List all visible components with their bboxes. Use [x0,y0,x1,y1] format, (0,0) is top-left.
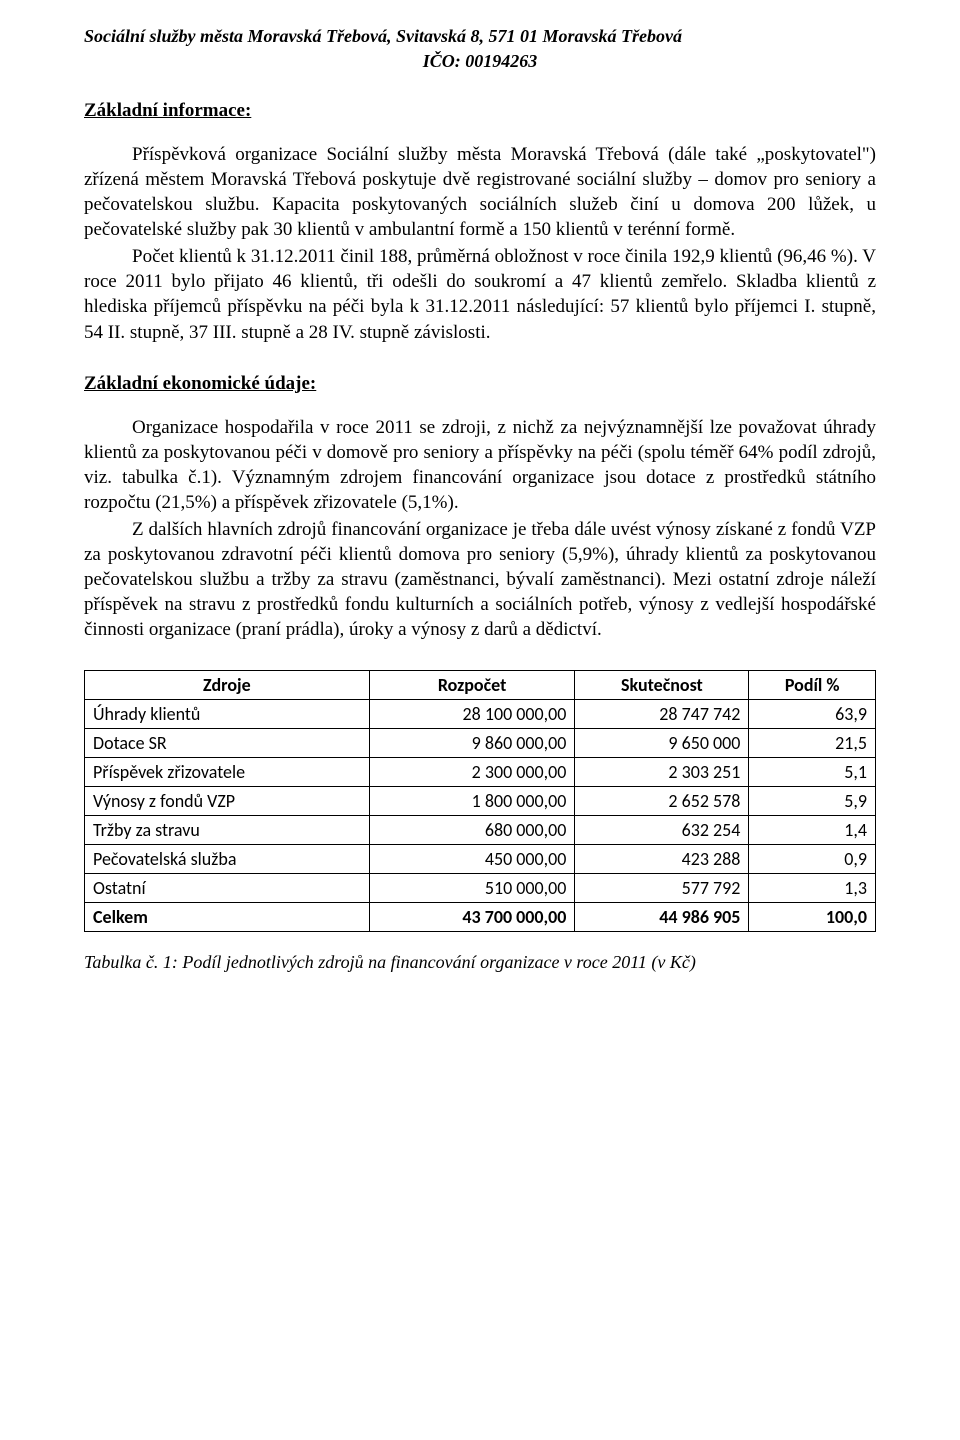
cell-budget: 9 860 000,00 [369,729,575,758]
cell-label: Výnosy z fondů VZP [85,787,370,816]
table-total-row: Celkem 43 700 000,00 44 986 905 100,0 [85,903,876,932]
table-caption: Tabulka č. 1: Podíl jednotlivých zdrojů … [84,952,876,973]
cell-actual: 577 792 [575,874,749,903]
table-row: Pečovatelská služba 450 000,00 423 288 0… [85,845,876,874]
th-budget: Rozpočet [369,671,575,700]
table-row: Dotace SR 9 860 000,00 9 650 000 21,5 [85,729,876,758]
table-header-row: Zdroje Rozpočet Skutečnost Podíl % [85,671,876,700]
cell-actual: 423 288 [575,845,749,874]
cell-budget: 28 100 000,00 [369,700,575,729]
cell-share: 1,4 [749,816,876,845]
section-title-economic: Základní ekonomické údaje: [84,373,876,395]
basic-info-paragraph-2: Počet klientů k 31.12.2011 činil 188, pr… [84,244,876,344]
cell-budget: 2 300 000,00 [369,758,575,787]
cell-share: 21,5 [749,729,876,758]
cell-total-label: Celkem [85,903,370,932]
cell-label: Příspěvek zřizovatele [85,758,370,787]
cell-actual: 2 652 578 [575,787,749,816]
cell-share: 5,1 [749,758,876,787]
cell-budget: 510 000,00 [369,874,575,903]
cell-total-budget: 43 700 000,00 [369,903,575,932]
cell-budget: 450 000,00 [369,845,575,874]
cell-actual: 2 303 251 [575,758,749,787]
org-header-address: Sociální služby města Moravská Třebová, … [84,26,876,47]
cell-label: Pečovatelská služba [85,845,370,874]
table-row: Úhrady klientů 28 100 000,00 28 747 742 … [85,700,876,729]
table-row: Ostatní 510 000,00 577 792 1,3 [85,874,876,903]
economic-paragraph-1: Organizace hospodařila v roce 2011 se zd… [84,415,876,515]
cell-label: Ostatní [85,874,370,903]
cell-share: 0,9 [749,845,876,874]
cell-actual: 28 747 742 [575,700,749,729]
funding-sources-table-wrap: Zdroje Rozpočet Skutečnost Podíl % Úhrad… [84,670,876,932]
cell-share: 5,9 [749,787,876,816]
cell-actual: 632 254 [575,816,749,845]
th-sources: Zdroje [85,671,370,700]
th-actual: Skutečnost [575,671,749,700]
cell-label: Úhrady klientů [85,700,370,729]
cell-label: Dotace SR [85,729,370,758]
table-body: Úhrady klientů 28 100 000,00 28 747 742 … [85,700,876,932]
table-row: Výnosy z fondů VZP 1 800 000,00 2 652 57… [85,787,876,816]
section-title-basic-info: Základní informace: [84,100,876,122]
economic-paragraph-2: Z dalších hlavních zdrojů financování or… [84,517,876,642]
cell-share: 63,9 [749,700,876,729]
cell-budget: 1 800 000,00 [369,787,575,816]
cell-share: 1,3 [749,874,876,903]
funding-sources-table: Zdroje Rozpočet Skutečnost Podíl % Úhrad… [84,670,876,932]
table-row: Příspěvek zřizovatele 2 300 000,00 2 303… [85,758,876,787]
basic-info-paragraph-1: Příspěvková organizace Sociální služby m… [84,142,876,242]
cell-total-share: 100,0 [749,903,876,932]
org-header-ico: IČO: 00194263 [84,51,876,72]
table-row: Tržby za stravu 680 000,00 632 254 1,4 [85,816,876,845]
cell-budget: 680 000,00 [369,816,575,845]
cell-actual: 9 650 000 [575,729,749,758]
cell-total-actual: 44 986 905 [575,903,749,932]
th-share: Podíl % [749,671,876,700]
cell-label: Tržby za stravu [85,816,370,845]
